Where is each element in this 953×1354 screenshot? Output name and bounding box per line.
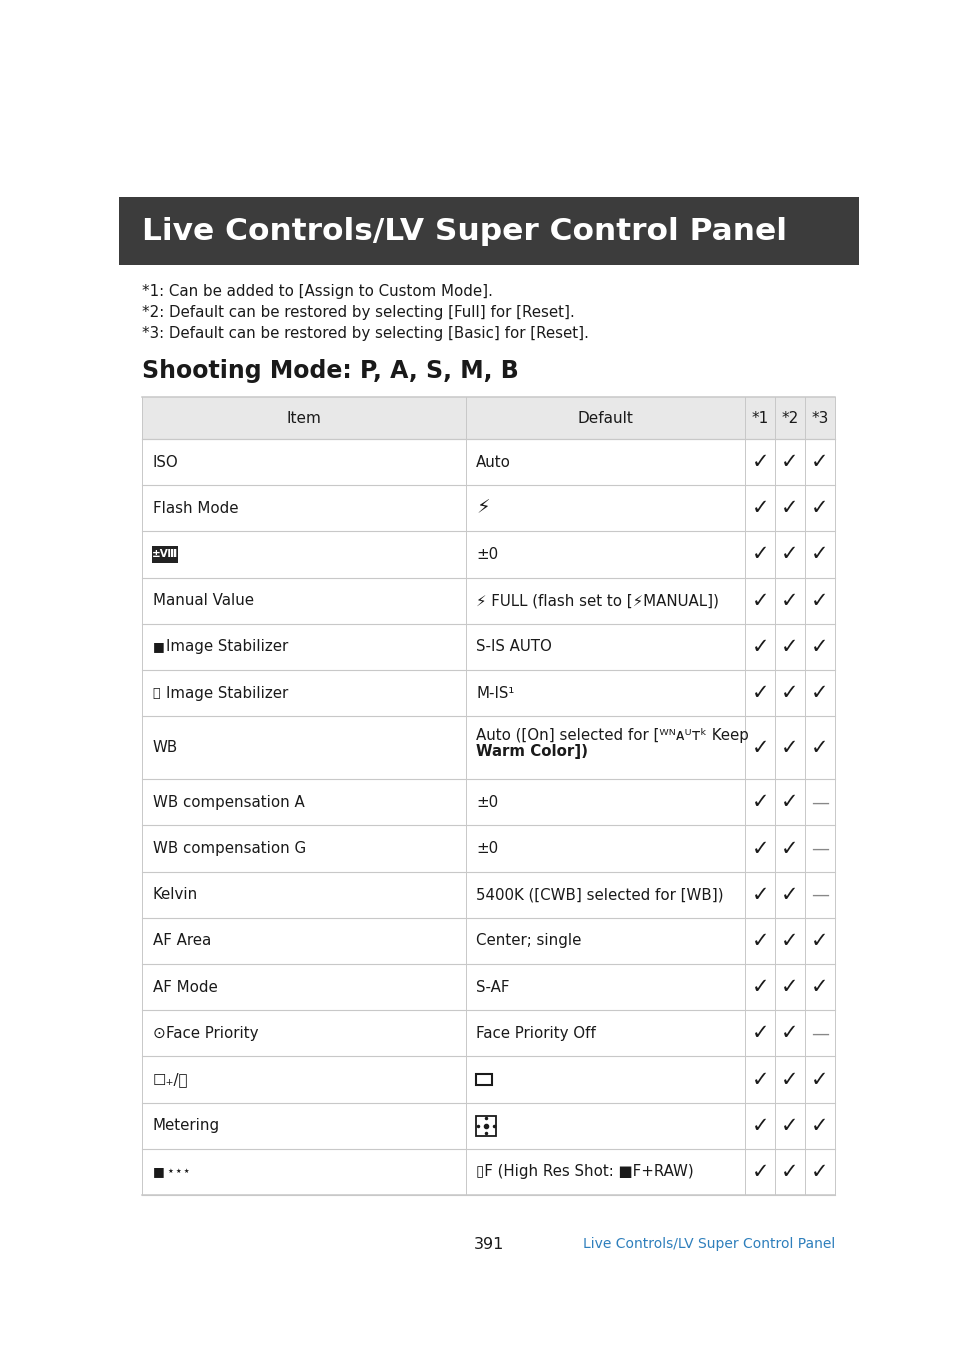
FancyBboxPatch shape [152,546,178,563]
Text: Face Priority Off: Face Priority Off [476,1026,596,1041]
Text: ✓: ✓ [781,1070,798,1090]
Text: —: — [810,1025,828,1043]
Text: ✓: ✓ [810,636,828,657]
Text: ✓: ✓ [751,636,768,657]
Text: ▯F (High Res Shot: ■F+RAW): ▯F (High Res Shot: ■F+RAW) [476,1164,693,1179]
Text: WB: WB [152,741,177,756]
Text: Image Stabilizer: Image Stabilizer [166,685,288,700]
Text: ✓: ✓ [781,932,798,951]
Text: Warm Color]): Warm Color]) [476,743,587,758]
Text: WB compensation A: WB compensation A [152,795,304,810]
Text: ✓: ✓ [810,498,828,519]
Text: ✓: ✓ [810,452,828,473]
Text: Item: Item [287,410,321,425]
Text: M-IS¹: M-IS¹ [476,685,514,700]
Text: ✓: ✓ [751,838,768,858]
Text: ✓: ✓ [781,978,798,997]
FancyBboxPatch shape [142,397,835,439]
Text: ✓: ✓ [751,792,768,812]
Text: ✓: ✓ [751,498,768,519]
Text: ✓: ✓ [751,884,768,904]
Text: Auto: Auto [476,455,511,470]
Text: ±0: ±0 [476,795,497,810]
Text: Auto ([On] selected for [ᵂᴺᴀᵁᴛᵏ Keep: Auto ([On] selected for [ᵂᴺᴀᵁᴛᵏ Keep [476,728,748,743]
Text: ✓: ✓ [751,932,768,951]
Text: ■: ■ [152,1166,164,1178]
Text: ✓: ✓ [810,1070,828,1090]
Text: ✓: ✓ [781,1116,798,1136]
Text: *1: Can be added to [Assign to Custom Mode].: *1: Can be added to [Assign to Custom Mo… [142,284,493,299]
Text: 391: 391 [474,1238,503,1252]
Text: ✓: ✓ [751,590,768,611]
Text: ⋆⋆⋆: ⋆⋆⋆ [163,1166,191,1178]
Text: —: — [810,839,828,857]
Text: Flash Mode: Flash Mode [152,501,238,516]
Text: ✓: ✓ [781,590,798,611]
Text: ■: ■ [152,640,164,654]
Text: ✓: ✓ [810,978,828,997]
Text: Shooting Mode: P, A, S, M, B: Shooting Mode: P, A, S, M, B [142,359,518,383]
Text: ✓: ✓ [810,544,828,565]
Text: ✓: ✓ [751,682,768,703]
Text: *2: Default can be restored by selecting [Full] for [Reset].: *2: Default can be restored by selecting… [142,305,575,320]
Text: ✓: ✓ [751,1116,768,1136]
Text: *1: *1 [751,410,768,425]
Text: Live Controls/LV Super Control Panel: Live Controls/LV Super Control Panel [142,217,786,245]
Text: AF Area: AF Area [152,933,211,948]
Text: ±0: ±0 [476,547,497,562]
Text: Live Controls/LV Super Control Panel: Live Controls/LV Super Control Panel [582,1238,835,1251]
Text: ✓: ✓ [751,1070,768,1090]
Text: ⧅: ⧅ [152,686,160,700]
Text: ✓: ✓ [810,1162,828,1182]
Text: ✓: ✓ [781,636,798,657]
Text: Face Priority: Face Priority [166,1026,258,1041]
Text: ✓: ✓ [751,738,768,758]
Text: ⊙: ⊙ [152,1026,165,1041]
Text: ✓: ✓ [781,1162,798,1182]
Text: ISO: ISO [152,455,178,470]
Text: Image Stabilizer: Image Stabilizer [166,639,288,654]
Text: S-AF: S-AF [476,980,509,995]
Text: ✓: ✓ [751,544,768,565]
Text: ✓: ✓ [781,452,798,473]
Text: ✓: ✓ [781,544,798,565]
Text: ✓: ✓ [751,1024,768,1044]
Text: ✓: ✓ [751,978,768,997]
Text: ✓: ✓ [810,590,828,611]
Text: Default: Default [578,410,633,425]
Text: ✓: ✓ [810,682,828,703]
Text: ✓: ✓ [810,1116,828,1136]
Text: —: — [810,886,828,903]
Text: Manual Value: Manual Value [152,593,253,608]
FancyBboxPatch shape [119,198,858,265]
Text: ✓: ✓ [781,738,798,758]
Text: *3: *3 [811,410,828,425]
Text: —: — [810,793,828,811]
Text: ✓: ✓ [781,1024,798,1044]
Text: ✓: ✓ [781,498,798,519]
Text: ⚡ FULL (flash set to [⚡MANUAL]): ⚡ FULL (flash set to [⚡MANUAL]) [476,593,719,608]
Text: *3: Default can be restored by selecting [Basic] for [Reset].: *3: Default can be restored by selecting… [142,326,589,341]
Text: Metering: Metering [152,1118,219,1133]
Text: AF Mode: AF Mode [152,980,217,995]
Text: ✓: ✓ [751,452,768,473]
Text: S-IS AUTO: S-IS AUTO [476,639,552,654]
Text: *2: *2 [781,410,798,425]
Text: ✓: ✓ [781,682,798,703]
Text: ⚡: ⚡ [476,498,490,517]
Text: ✓: ✓ [810,738,828,758]
Text: ✓: ✓ [781,838,798,858]
Text: Kelvin: Kelvin [152,887,197,902]
Text: ±0: ±0 [476,841,497,856]
Text: WB compensation G: WB compensation G [152,841,305,856]
Text: ✓: ✓ [781,884,798,904]
Text: ☐₊/⌛: ☐₊/⌛ [152,1072,188,1087]
Text: ✓: ✓ [751,1162,768,1182]
Text: ✓: ✓ [781,792,798,812]
Text: ±Ⅷ: ±Ⅷ [152,550,178,559]
Text: Center; single: Center; single [476,933,581,948]
Text: ✓: ✓ [810,932,828,951]
Text: 5400K ([CWB] selected for [WB]): 5400K ([CWB] selected for [WB]) [476,887,723,902]
